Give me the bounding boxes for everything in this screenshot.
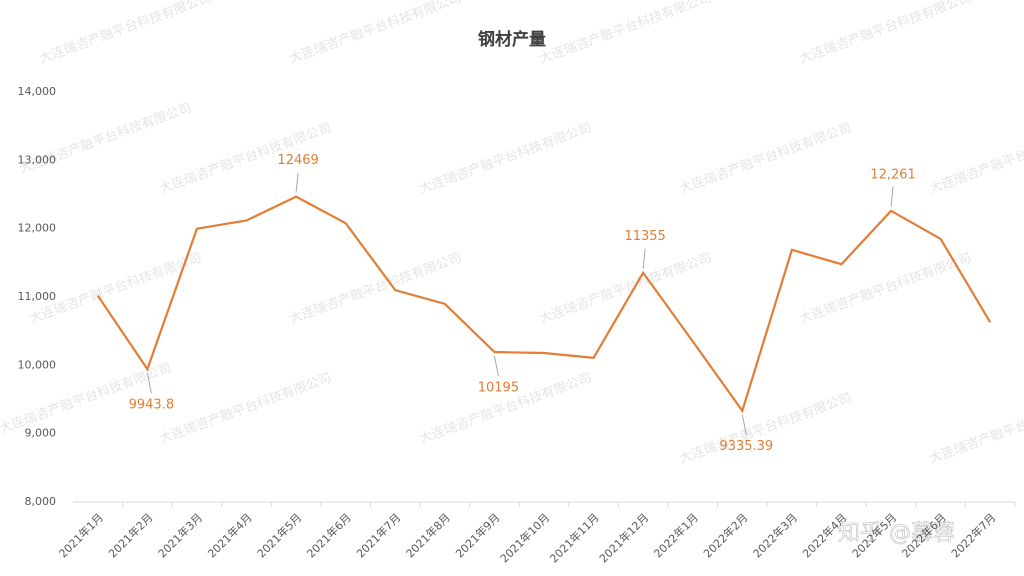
- x-tick-label: 2021年11月: [547, 510, 602, 565]
- x-tick-label: 2021年12月: [596, 510, 651, 565]
- data-label: 12469: [277, 153, 318, 168]
- data-label: 9943.8: [129, 398, 175, 413]
- watermark: 大连瑞咨产融平台科技有限公司: [797, 250, 974, 327]
- x-tick-label: 2021年7月: [353, 510, 403, 560]
- x-tick-label: 2022年3月: [750, 510, 800, 560]
- credit: 知乎 @慕蓉: [838, 521, 955, 546]
- watermark: 大连瑞咨产融平台科技有限公司: [677, 390, 854, 467]
- x-tick-label: 2022年2月: [700, 510, 750, 560]
- watermark: 大连瑞咨产融平台科技有限公司: [797, 0, 974, 67]
- watermark: 大连瑞咨产融平台科技有限公司: [677, 120, 854, 197]
- data-label: 12,261: [870, 167, 916, 182]
- watermark: 大连瑞咨产融平台科技有限公司: [27, 250, 204, 327]
- leader-line: [741, 414, 747, 435]
- x-tick-label: 2021年3月: [155, 510, 205, 560]
- x-tick-label: 2021年6月: [304, 510, 354, 560]
- leader-line: [493, 355, 499, 377]
- watermark: 大连瑞咨产融平台科技有限公司: [537, 250, 714, 327]
- line: [96, 195, 992, 414]
- x-tick-label: 2021年1月: [56, 510, 106, 560]
- y-tick-label: 13,000: [18, 153, 57, 166]
- y-tick-label: 12,000: [18, 222, 57, 235]
- watermark: 大连瑞咨产融平台科技有限公司: [157, 370, 334, 447]
- data-label: 11355: [624, 229, 665, 244]
- leader-line: [642, 248, 646, 269]
- leader-line: [295, 172, 299, 193]
- x-tick-label: 2021年8月: [403, 510, 453, 560]
- data-label: 10195: [478, 381, 519, 396]
- y-tick-label: 11,000: [18, 290, 57, 303]
- y-tick-label: 8,000: [25, 495, 57, 508]
- watermark: 大连瑞咨产融平台科技有限公司: [37, 0, 214, 67]
- data-label: 9335.39: [719, 439, 773, 454]
- x-tick-label: 2021年5月: [254, 510, 304, 560]
- watermark: 大连瑞咨产融平台科技有限公司: [927, 120, 1024, 197]
- x-tick-label: 2021年9月: [452, 510, 502, 560]
- x-tick-label: 2021年10月: [497, 510, 552, 565]
- y-tick-label: 14,000: [18, 85, 57, 98]
- watermark: 大连瑞咨产融平台科技有限公司: [287, 0, 464, 67]
- watermark: 大连瑞咨产融平台科技有限公司: [927, 390, 1024, 467]
- x-tick-label: 2021年4月: [205, 510, 255, 560]
- watermark: 大连瑞咨产融平台科技有限公司: [287, 250, 464, 327]
- x-tick-label: 2022年7月: [948, 510, 998, 560]
- leader-line: [890, 186, 894, 207]
- watermark: 大连瑞咨产融平台科技有限公司: [417, 120, 594, 197]
- watermark: 大连瑞咨产融平台科技有限公司: [537, 0, 714, 67]
- x-tick-label: 2021年2月: [105, 510, 155, 560]
- y-tick-label: 10,000: [18, 358, 57, 371]
- x-tick-label: 2022年1月: [651, 510, 701, 560]
- leader-line: [146, 373, 152, 394]
- y-tick-label: 9,000: [25, 427, 57, 440]
- chart-title: 钢材产量: [478, 29, 546, 50]
